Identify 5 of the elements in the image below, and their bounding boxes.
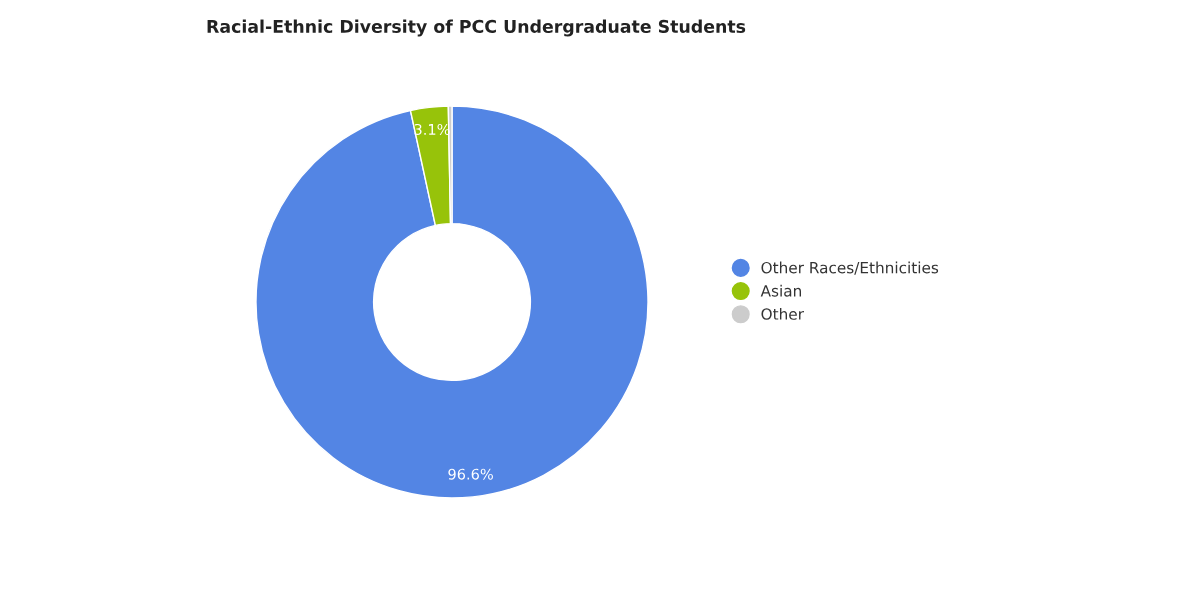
- legend-label: Other: [761, 308, 804, 320]
- legend-label: Other Races/Ethnicities: [761, 261, 939, 275]
- legend-label: Asian: [760, 284, 801, 297]
- data-label: 96.6%: [448, 468, 493, 480]
- chart-title: Racial-Ethnic Diversity of PCC Undergraduate Students: [207, 19, 746, 37]
